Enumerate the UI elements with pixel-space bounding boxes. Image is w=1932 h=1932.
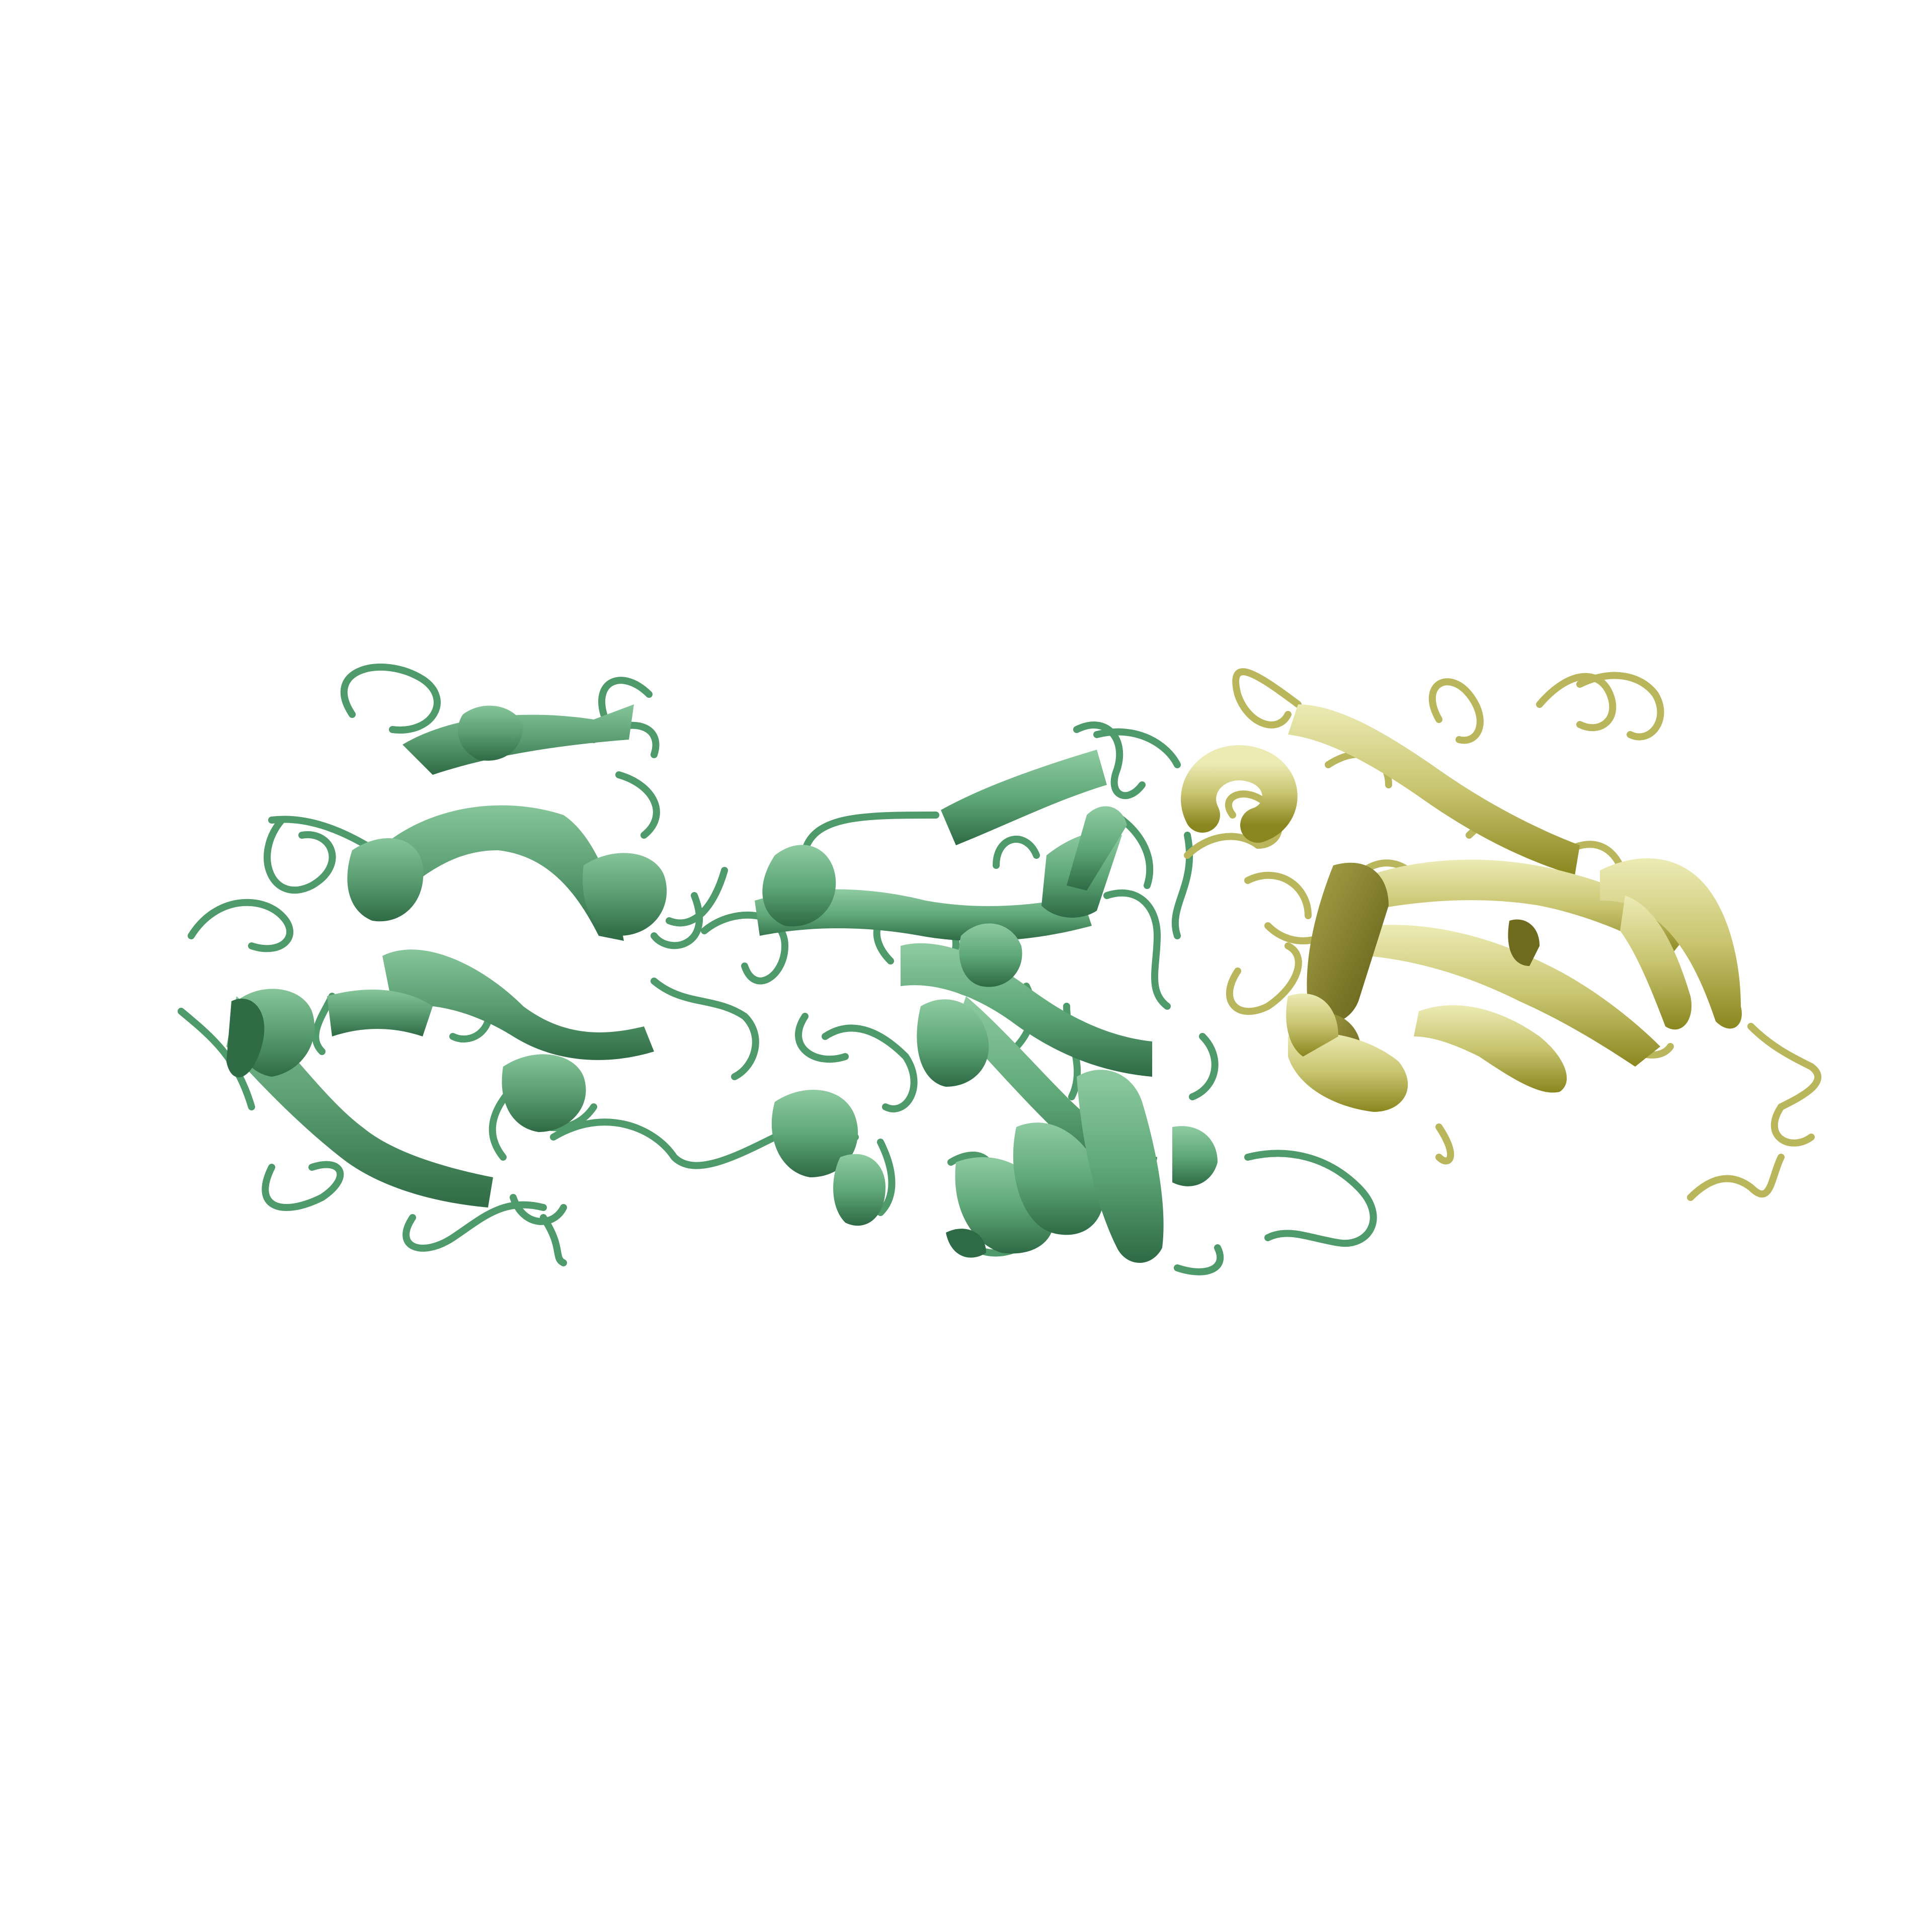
- right-helix-1: [1288, 1032, 1408, 1112]
- left-helix-4: [502, 1054, 586, 1132]
- left-domain-ribbons: [226, 704, 667, 1208]
- middle-strand-2: [755, 889, 1092, 941]
- middle-helix-7: [1172, 1126, 1218, 1186]
- middle-helix-6: [1077, 1070, 1164, 1263]
- right-strand-6: [1414, 1005, 1567, 1093]
- left-helix-5: [458, 705, 523, 761]
- middle-helix-8: [959, 923, 1022, 987]
- middle-helix-5: [1013, 1122, 1104, 1235]
- middle-helix-2: [771, 1090, 858, 1177]
- right-domain: [1181, 668, 1822, 1201]
- middle-helix-9: [917, 999, 989, 1087]
- right-strand-3: [1369, 925, 1660, 1067]
- right-dark-block: [1508, 919, 1540, 966]
- middle-strand-1: [941, 750, 1107, 845]
- middle-domain-ribbons: [755, 750, 1218, 1263]
- middle-dark-patch: [946, 1229, 986, 1258]
- middle-strand-3: [901, 943, 1152, 1077]
- left-helix-2: [347, 838, 424, 922]
- right-domain-ribbons: [1181, 704, 1742, 1112]
- left-domain: [178, 663, 778, 1266]
- left-dark-patch: [226, 998, 265, 1078]
- right-strand-2: [1369, 859, 1691, 956]
- left-strand-2: [372, 805, 624, 941]
- left-helix-1: [583, 853, 667, 936]
- right-helix-2: [1286, 993, 1338, 1057]
- middle-helix-1: [762, 845, 836, 927]
- middle-domain-loops: [701, 721, 1377, 1275]
- left-domain-loops: [178, 663, 778, 1266]
- right-strand-1: [1288, 704, 1580, 875]
- right-curl: [1181, 745, 1298, 843]
- left-strand-5: [327, 989, 433, 1036]
- left-strand-3: [382, 949, 654, 1060]
- middle-helix-3: [833, 1154, 886, 1226]
- middle-domain: [701, 721, 1377, 1275]
- right-dark-strand-1: [1307, 862, 1389, 1023]
- right-strand-5: [1620, 896, 1692, 1030]
- middle-strand-6: [1067, 806, 1127, 891]
